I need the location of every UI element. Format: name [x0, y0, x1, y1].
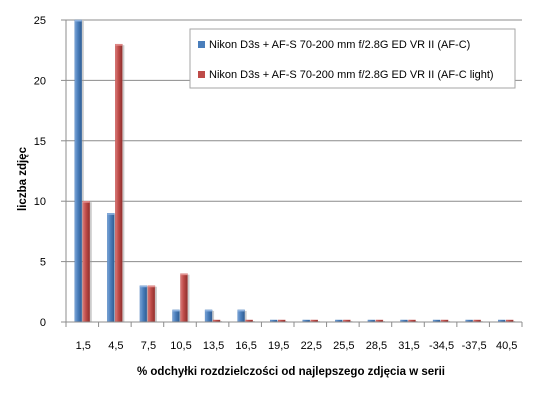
x-tick-label: 16,5 [235, 340, 256, 352]
bar-side-shade [122, 45, 125, 322]
bar-af-c-light-1 [115, 43, 123, 323]
x-tick-label: 13,5 [203, 340, 224, 352]
bar-top-highlight [139, 285, 147, 288]
x-tick-label: -37,5 [462, 340, 487, 352]
legend-box [189, 28, 516, 89]
x-axis-title: % odchyłki rozdzielczości od najlepszego… [137, 366, 445, 378]
legend: Nikon D3s + AF-S 70-200 mm f/2.8G ED VR … [189, 28, 516, 89]
bar-side-shade [81, 21, 84, 322]
y-tick-label: 20 [34, 75, 46, 87]
x-tick-label: 10,5 [170, 340, 191, 352]
y-tick-label: 10 [34, 196, 46, 208]
bar-top-highlight [205, 309, 213, 312]
bar-top-highlight [172, 309, 180, 312]
bar-top-highlight [82, 201, 90, 203]
bar-side-shade [89, 202, 92, 322]
bar-af-c-5 [237, 309, 245, 323]
y-axis-title: liczba zdjęc [17, 146, 29, 211]
bar-af-c-2 [139, 285, 148, 323]
x-tick-label: 7,5 [141, 340, 156, 352]
bar-side-shade [244, 310, 247, 322]
bar-af-c-light-0 [82, 200, 90, 323]
bar-top-highlight [115, 44, 123, 46]
bar-top-highlight [147, 285, 155, 288]
axes [65, 20, 523, 327]
bar-side-shade [154, 286, 157, 322]
bars [74, 19, 516, 323]
bar-top-highlight [107, 213, 115, 215]
bar-af-c-4 [204, 309, 213, 323]
gridlines [61, 19, 522, 323]
bar-af-c-1 [107, 213, 115, 323]
bar-af-c-light-2 [147, 285, 156, 323]
x-tick-label: 1,5 [76, 340, 91, 352]
bar-top-highlight [180, 273, 188, 276]
x-tick-label: 4,5 [108, 340, 123, 352]
y-tick-labels: 0 5 10 15 20 25 [34, 15, 46, 329]
x-tick-label: 40,5 [496, 340, 517, 352]
x-tick-label: -34,5 [429, 340, 454, 352]
y-tick-label: 0 [40, 317, 46, 329]
bar-af-c-3 [172, 309, 180, 323]
bar-side-shade [187, 274, 190, 322]
y-tick-label: 5 [40, 257, 46, 269]
y-tick-label: 15 [34, 136, 46, 148]
x-tick-label: 28,5 [366, 340, 387, 352]
x-tick-labels: 1,5 4,5 7,5 10,5 13,5 16,5 19,5 22,5 25,5 28,5 31,… [76, 340, 518, 352]
x-tick-label: 19,5 [268, 340, 289, 352]
x-tick-label: 31,5 [398, 340, 419, 352]
y-tick-label: 25 [34, 15, 46, 27]
bar-top-highlight [237, 309, 245, 312]
bar-af-c-0 [74, 19, 82, 323]
bar-side-shade [212, 310, 215, 322]
x-tick-label: 22,5 [301, 340, 322, 352]
x-tick-label: 25,5 [333, 340, 354, 352]
bar-top-highlight [74, 20, 82, 22]
bar-af-c-light-3 [180, 273, 188, 323]
legend-swatch-af-c-light [198, 71, 205, 78]
legend-label-af-c: Nikon D3s + AF-S 70-200 mm f/2.8G ED VR … [209, 39, 470, 51]
legend-swatch-af-c [198, 41, 205, 48]
legend-label-af-c-light: Nikon D3s + AF-S 70-200 mm f/2.8G ED VR … [209, 69, 494, 81]
